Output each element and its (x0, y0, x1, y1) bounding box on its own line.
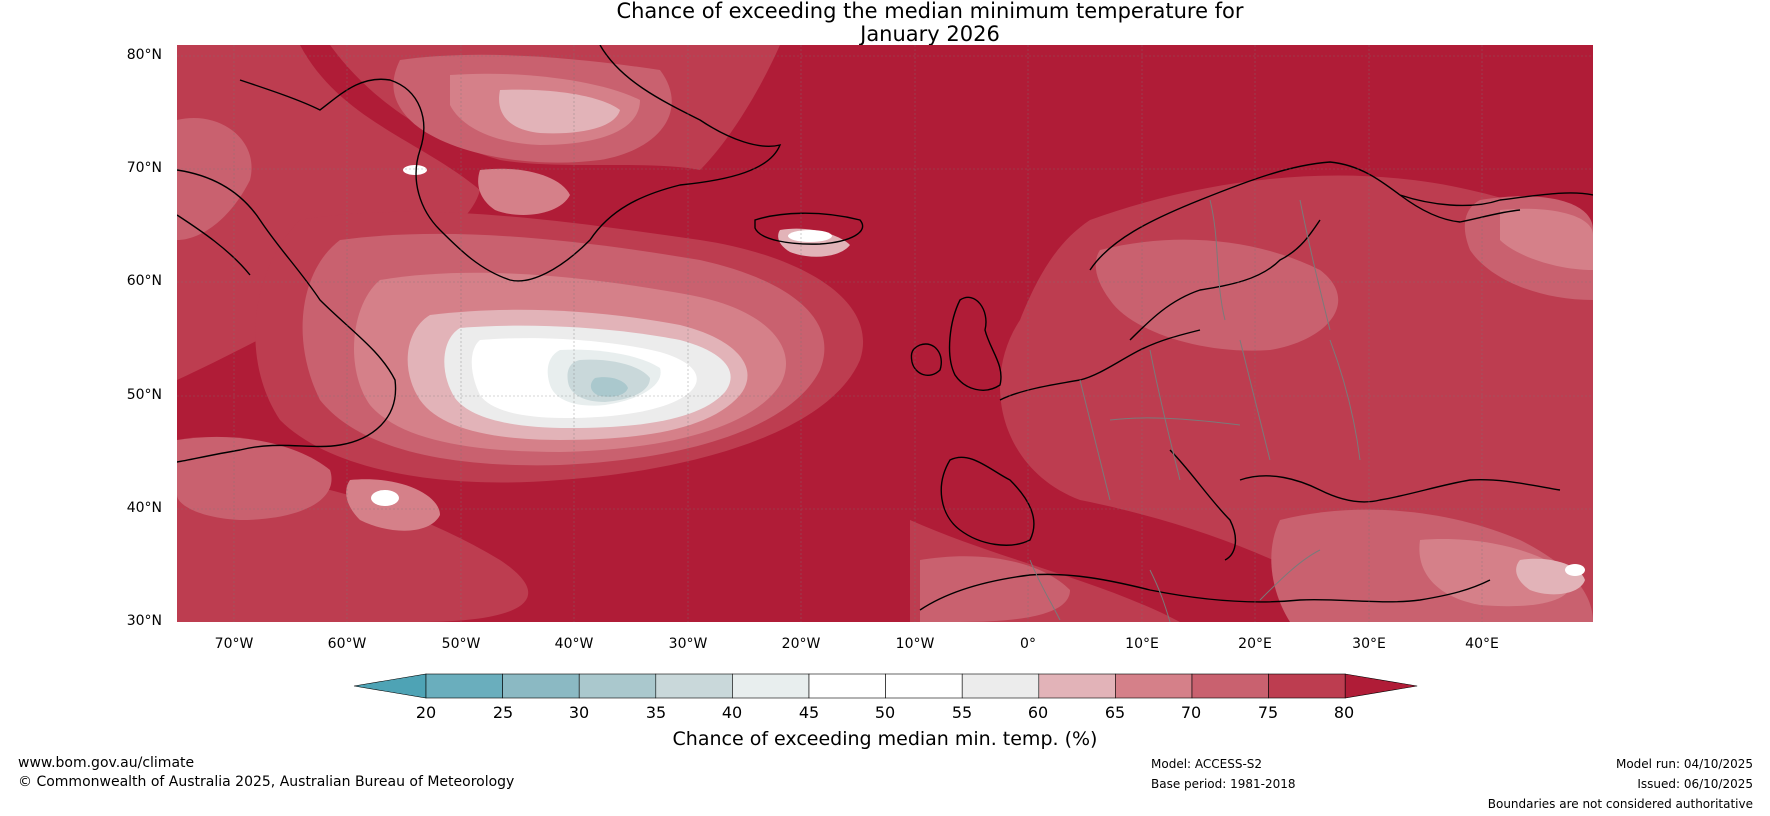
probability-map (177, 45, 1593, 622)
colorbar-segment (885, 673, 963, 699)
country-borders (1029, 199, 1361, 622)
colorbar-segment (808, 673, 886, 699)
lon-label-20e: 20°E (1238, 636, 1272, 652)
lon-label-0: 0° (1020, 636, 1036, 652)
title-line-1: Chance of exceeding the median minimum t… (616, 0, 1244, 23)
lat-label-50n: 50°N (126, 387, 162, 403)
lon-label-30w: 30°W (668, 636, 708, 652)
colorbar-tick-80: 80 (1333, 703, 1355, 722)
map-title: Chance of exceeding the median minimum t… (0, 0, 1770, 46)
lat-label-70n: 70°N (126, 160, 162, 176)
band-30-40 (567, 359, 650, 402)
footer-model: Model: ACCESS-S2 (1151, 757, 1263, 771)
colorbar-segment (655, 673, 733, 699)
lon-label-10w: 10°W (895, 636, 935, 652)
lat-label-60n: 60°N (126, 273, 162, 289)
colorbar-segment (425, 673, 503, 699)
colorbar-tick-40: 40 (721, 703, 743, 722)
lat-label-40n: 40°N (126, 500, 162, 516)
title-line-2: January 2026 (860, 22, 1000, 46)
colorbar-segment (1268, 673, 1346, 699)
colorbar (353, 673, 1418, 699)
lon-label-70w: 70°W (214, 636, 254, 652)
colorbar-segment (1191, 673, 1269, 699)
colorbar-tick-70: 70 (1180, 703, 1202, 722)
patch-white-3 (1565, 564, 1585, 576)
lon-label-40e: 40°E (1465, 636, 1499, 652)
lon-label-60w: 60°W (327, 636, 367, 652)
footer-disclaimer: Boundaries are not considered authoritat… (1487, 797, 1753, 811)
colorbar-tick-75: 75 (1257, 703, 1279, 722)
colorbar-tick-30: 30 (568, 703, 590, 722)
lon-label-40w: 40°W (554, 636, 594, 652)
colorbar-tick-20: 20 (415, 703, 437, 722)
patch-white-1 (788, 230, 832, 242)
colorbar-segment (578, 673, 657, 699)
footer-copyright: © Commonwealth of Australia 2025, Austra… (18, 774, 515, 790)
colorbar-segment (732, 673, 810, 699)
colorbar-segment (961, 673, 1040, 699)
footer-base-period: Base period: 1981-2018 (1151, 777, 1296, 791)
colorbar-tick-60: 60 (1027, 703, 1049, 722)
footer-model-run: Model run: 04/10/2025 (1615, 757, 1753, 771)
lon-label-50w: 50°W (441, 636, 481, 652)
colorbar-label: Chance of exceeding median min. temp. (%… (672, 728, 1098, 750)
lon-label-30e: 30°E (1352, 636, 1386, 652)
colorbar-arrow-high (1344, 673, 1418, 699)
colorbar-tick-50: 50 (874, 703, 896, 722)
patch-white-4 (403, 165, 427, 175)
colorbar-tick-25: 25 (492, 703, 514, 722)
colorbar-tick-55: 55 (951, 703, 973, 722)
colorbar-tick-65: 65 (1104, 703, 1126, 722)
colorbar-tick-35: 35 (645, 703, 667, 722)
lon-label-20w: 20°W (781, 636, 821, 652)
colorbar-segment (502, 673, 580, 699)
patch-white-2 (371, 490, 399, 506)
colorbar-arrow-low (353, 673, 427, 699)
footer-issued: Issued: 06/10/2025 (1637, 777, 1753, 791)
footer-website: www.bom.gov.au/climate (18, 755, 195, 771)
colorbar-tick-45: 45 (798, 703, 820, 722)
graticule (177, 45, 1593, 622)
coastlines (177, 45, 1593, 611)
lat-label-30n: 30°N (126, 613, 162, 629)
lon-label-10e: 10°E (1125, 636, 1159, 652)
lat-label-80n: 80°N (126, 47, 162, 63)
colorbar-segment (1038, 673, 1116, 699)
colorbar-segment (1115, 673, 1193, 699)
